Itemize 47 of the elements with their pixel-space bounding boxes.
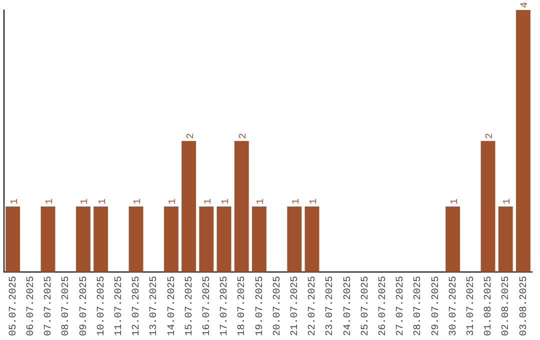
x-tick-label: 31.07.2025 bbox=[466, 276, 478, 336]
data-label: 1 bbox=[256, 198, 268, 204]
data-label: 2 bbox=[186, 132, 197, 139]
x-tick-label: 01.08.2025 bbox=[484, 276, 495, 336]
x-tick-label: 23.07.2025 bbox=[325, 276, 336, 336]
x-tick-label: 26.07.2025 bbox=[378, 276, 390, 336]
x-tick-label: 08.07.2025 bbox=[61, 276, 72, 336]
x-tick-label: 28.07.2025 bbox=[413, 276, 424, 336]
data-label: 1 bbox=[502, 198, 514, 204]
x-tick-label: 11.07.2025 bbox=[114, 276, 126, 336]
data-label: 1 bbox=[221, 198, 232, 204]
x-tick-label: 09.07.2025 bbox=[78, 276, 90, 336]
x-tick-label: 02.08.2025 bbox=[501, 276, 512, 336]
x-tick-label: 25.07.2025 bbox=[360, 276, 372, 336]
x-tick-label: 06.07.2025 bbox=[26, 276, 38, 336]
data-label: 1 bbox=[168, 198, 180, 204]
x-tick-label: 22.07.2025 bbox=[308, 276, 319, 336]
data-label: 1 bbox=[203, 198, 214, 204]
data-label: 1 bbox=[80, 198, 92, 204]
x-tick-label: 13.07.2025 bbox=[149, 276, 160, 336]
data-label: 4 bbox=[520, 2, 532, 8]
x-tick-label: 20.07.2025 bbox=[272, 276, 284, 336]
x-tick-label: 24.07.2025 bbox=[342, 276, 354, 336]
x-tick-label: 07.07.2025 bbox=[44, 276, 55, 336]
data-label: 1 bbox=[10, 198, 21, 204]
data-label: 1 bbox=[98, 198, 109, 204]
x-tick-label: 15.07.2025 bbox=[184, 276, 196, 336]
x-tick-label: 30.07.2025 bbox=[448, 276, 460, 336]
x-tick-label: 29.07.2025 bbox=[430, 276, 442, 336]
x-tick-label: 21.07.2025 bbox=[290, 276, 302, 336]
data-label: 2 bbox=[485, 132, 496, 139]
x-tick-label: 16.07.2025 bbox=[202, 276, 214, 336]
x-tick-label: 05.07.2025 bbox=[8, 276, 20, 336]
x-tick-label: 17.07.2025 bbox=[220, 276, 231, 336]
data-label: 1 bbox=[133, 198, 144, 204]
x-tick-label: 12.07.2025 bbox=[132, 276, 143, 336]
data-label: 1 bbox=[309, 198, 320, 204]
data-label: 1 bbox=[450, 198, 461, 204]
data-label: 1 bbox=[291, 198, 302, 204]
x-tick-label: 27.07.2025 bbox=[396, 276, 407, 336]
data-label: 1 bbox=[45, 198, 56, 204]
x-tick-label: 14.07.2025 bbox=[166, 276, 178, 336]
x-tick-label: 03.08.2025 bbox=[518, 276, 530, 336]
x-tick-label: 18.07.2025 bbox=[237, 276, 248, 336]
x-tick-label: 19.07.2025 bbox=[254, 276, 266, 336]
x-tick-label: 10.07.2025 bbox=[96, 276, 108, 336]
data-label: 2 bbox=[238, 132, 250, 139]
